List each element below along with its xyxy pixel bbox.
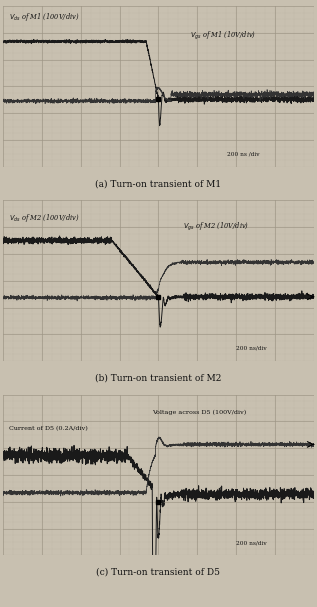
Text: Voltage across D5 (100V/div): Voltage across D5 (100V/div) — [152, 410, 247, 415]
Text: $V_{ds}$ of M2 (100V/div): $V_{ds}$ of M2 (100V/div) — [10, 212, 80, 223]
Text: (a) Turn-on transient of M1: (a) Turn-on transient of M1 — [95, 179, 222, 188]
Text: 200 ns/div: 200 ns/div — [236, 346, 267, 351]
Text: $V_{gs}$ of M2 (10V/div): $V_{gs}$ of M2 (10V/div) — [183, 221, 249, 234]
Text: $V_{gs}$ of M1 (10V/div): $V_{gs}$ of M1 (10V/div) — [190, 30, 256, 42]
Text: 200 ns/div: 200 ns/div — [236, 540, 267, 545]
Text: 200 ns /div: 200 ns /div — [227, 152, 260, 157]
Text: Current of D5 (0.2A/div): Current of D5 (0.2A/div) — [10, 426, 88, 431]
Text: $V_{ds}$ of M1 (100V/div): $V_{ds}$ of M1 (100V/div) — [10, 11, 80, 23]
Text: (b) Turn-on transient of M2: (b) Turn-on transient of M2 — [95, 373, 222, 382]
Text: (c) Turn-on transient of D5: (c) Turn-on transient of D5 — [96, 568, 221, 577]
